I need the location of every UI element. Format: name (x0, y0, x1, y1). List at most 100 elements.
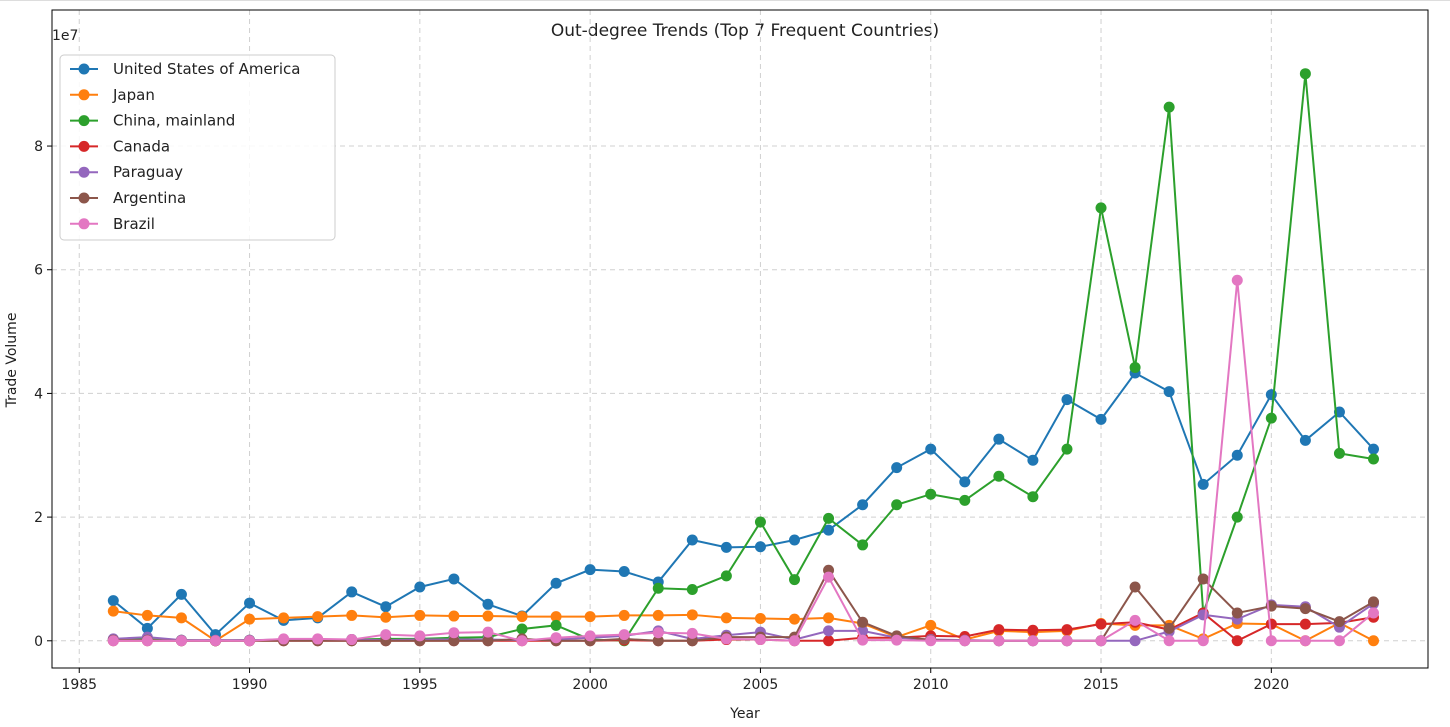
data-point (175, 612, 187, 624)
data-point (993, 433, 1005, 445)
data-point (1027, 491, 1039, 503)
data-point (1299, 618, 1311, 630)
data-point (1265, 412, 1277, 424)
data-point (516, 623, 528, 635)
data-point (244, 613, 256, 625)
data-point (891, 462, 903, 474)
data-point (788, 613, 800, 625)
legend-item: China, mainland (70, 112, 235, 130)
data-point (823, 524, 835, 536)
y-tick-label: 2 (34, 510, 43, 526)
legend-label: Brazil (113, 215, 155, 233)
data-point (1333, 616, 1345, 628)
data-point (346, 609, 358, 621)
data-point (618, 609, 630, 621)
data-point (1027, 454, 1039, 466)
data-point (244, 597, 256, 609)
data-point (1163, 101, 1175, 113)
data-point (959, 476, 971, 488)
data-point (1265, 618, 1277, 630)
data-point (1129, 635, 1141, 647)
data-point (550, 577, 562, 589)
data-point (754, 634, 766, 646)
data-point (720, 612, 732, 624)
data-point (686, 609, 698, 621)
data-point (141, 622, 153, 634)
data-point (720, 570, 732, 582)
legend-marker (78, 218, 90, 230)
data-point (1368, 596, 1380, 608)
data-point (891, 634, 903, 646)
data-point (925, 635, 937, 647)
data-point (1299, 434, 1311, 446)
data-point (1129, 614, 1141, 626)
data-point (788, 534, 800, 546)
data-point (1265, 389, 1277, 401)
data-point (1095, 202, 1107, 214)
data-point (584, 564, 596, 576)
data-point (346, 586, 358, 598)
data-point (823, 512, 835, 524)
data-point (278, 633, 290, 645)
legend-label: China, mainland (113, 112, 235, 130)
legend-marker (78, 192, 90, 204)
data-point (1095, 413, 1107, 425)
data-point (652, 627, 664, 639)
y-offset-label: 1e7 (52, 28, 78, 44)
data-point (857, 499, 869, 511)
data-point (1163, 635, 1175, 647)
data-point (993, 624, 1005, 636)
data-point (857, 616, 869, 628)
data-point (754, 613, 766, 625)
legend-item: Canada (70, 137, 170, 155)
x-axis-label: Year (729, 706, 760, 722)
legend-marker (78, 166, 90, 178)
legend-marker (78, 63, 90, 75)
data-point (482, 610, 494, 622)
data-point (1027, 624, 1039, 636)
data-point (686, 627, 698, 639)
data-point (1231, 274, 1243, 286)
legend-marker (78, 89, 90, 101)
data-point (1061, 635, 1073, 647)
data-point (823, 635, 835, 647)
data-point (312, 633, 324, 645)
data-point (380, 601, 392, 613)
data-point (857, 634, 869, 646)
data-point (993, 635, 1005, 647)
data-point (891, 499, 903, 511)
data-point (686, 583, 698, 595)
legend-item: Brazil (70, 215, 155, 233)
data-point (1129, 361, 1141, 373)
data-point (448, 627, 460, 639)
data-point (925, 488, 937, 500)
data-point (1231, 635, 1243, 647)
legend-marker (78, 140, 90, 152)
data-point (1197, 573, 1209, 585)
legend-marker (78, 115, 90, 127)
data-point (1231, 511, 1243, 523)
data-point (107, 635, 119, 647)
data-point (346, 634, 358, 646)
ticks: 1985 1990 1995 2000 2005 2010 2015 2020 0 2 4 6 8 (34, 139, 1289, 693)
data-point (482, 598, 494, 610)
data-point (584, 630, 596, 642)
data-point (1197, 609, 1209, 621)
data-point (448, 573, 460, 585)
x-tick-label: 2020 (1254, 677, 1290, 693)
data-point (1163, 622, 1175, 634)
legend-item: Japan (70, 86, 155, 104)
x-tick-label: 2005 (743, 677, 779, 693)
data-point (312, 611, 324, 623)
data-point (788, 574, 800, 586)
data-point (1061, 624, 1073, 636)
data-point (1061, 443, 1073, 455)
data-point (414, 609, 426, 621)
data-point (1231, 607, 1243, 619)
legend-box (59, 54, 336, 241)
data-point (1333, 447, 1345, 459)
series-line (113, 280, 1375, 642)
data-point (414, 581, 426, 593)
data-point (380, 629, 392, 641)
